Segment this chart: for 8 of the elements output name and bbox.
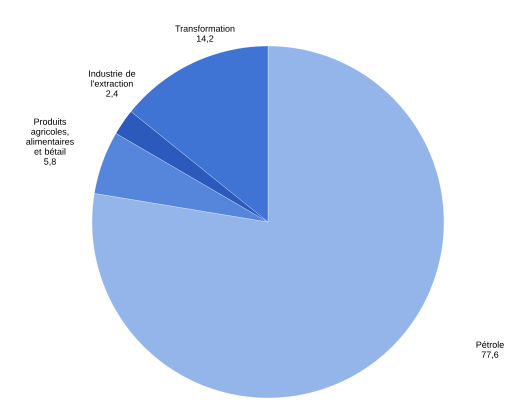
data-label: 14,2 (196, 35, 214, 43)
data-label: 77,6 (482, 351, 498, 359)
slice-label: Produits agricoles, alimentaires et bétail (26, 118, 74, 155)
slice-label: Pétrole (476, 341, 504, 348)
slice-label: Transformation (175, 25, 234, 32)
data-label: 2,4 (106, 90, 118, 98)
slice-label: Industrie de l'extraction (89, 70, 136, 87)
data-label: 5,8 (44, 158, 56, 166)
